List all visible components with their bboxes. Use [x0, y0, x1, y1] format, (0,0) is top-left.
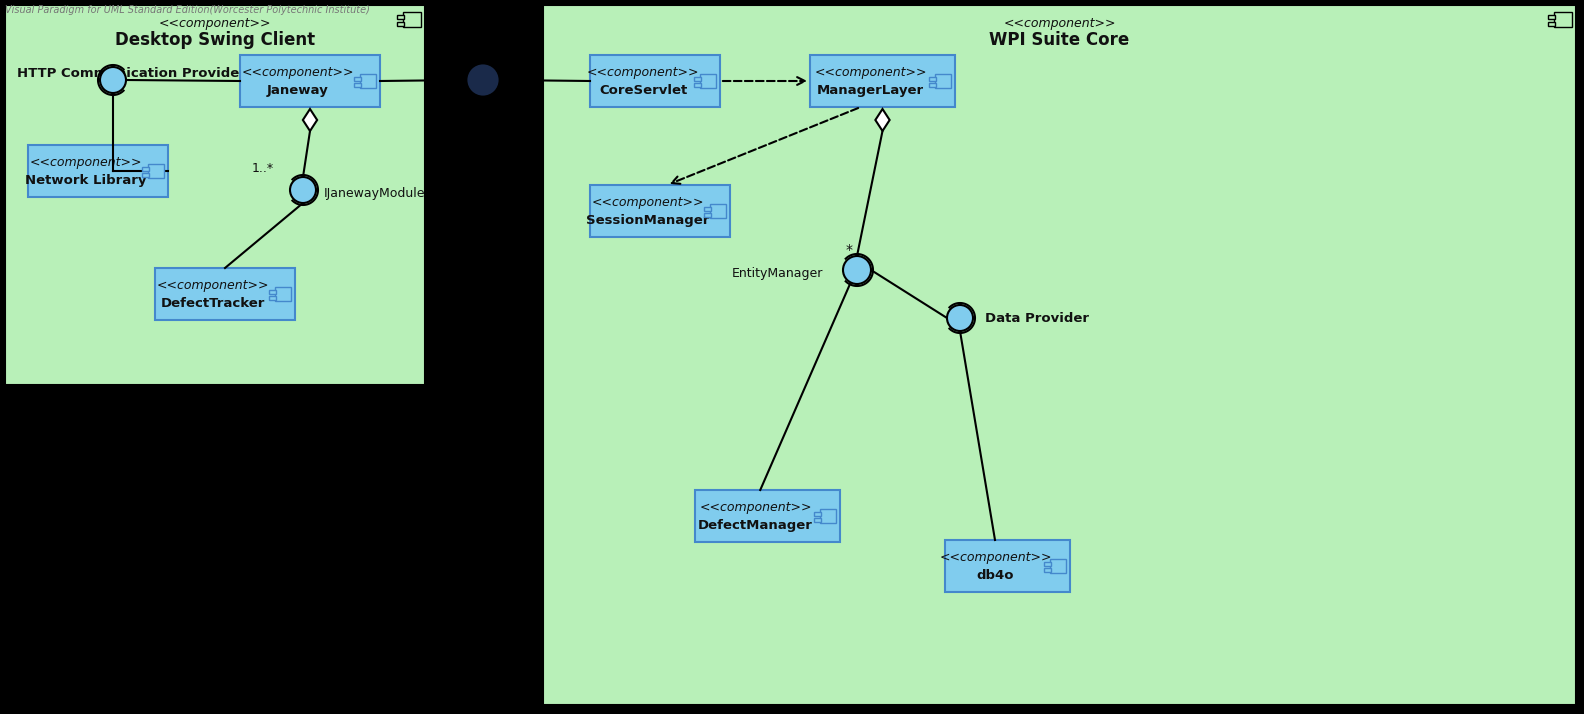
Text: *: * — [846, 243, 852, 257]
Text: <<component>>: <<component>> — [242, 66, 355, 79]
Bar — [814, 512, 821, 516]
Text: Janeway: Janeway — [268, 84, 329, 97]
Text: HTTP Communication Provider: HTTP Communication Provider — [17, 67, 246, 80]
Bar — [710, 204, 725, 218]
Text: <<component>>: <<component>> — [939, 550, 1052, 563]
Bar — [269, 296, 276, 300]
Bar — [396, 15, 404, 19]
Bar — [29, 145, 168, 197]
Bar — [1548, 15, 1555, 19]
Circle shape — [947, 305, 973, 331]
Bar — [155, 268, 295, 320]
Bar — [694, 83, 700, 87]
Circle shape — [843, 256, 871, 284]
Bar — [1554, 12, 1571, 27]
Text: <<component>>: <<component>> — [1003, 17, 1115, 30]
Bar — [705, 213, 711, 217]
Bar — [276, 287, 291, 301]
Bar — [355, 83, 361, 87]
Text: Desktop Swing Client: Desktop Swing Client — [116, 31, 315, 49]
Text: WPI Suite Core: WPI Suite Core — [990, 31, 1129, 49]
Bar — [543, 5, 1576, 705]
Text: <<component>>: <<component>> — [30, 156, 143, 169]
Bar — [396, 22, 404, 26]
Text: ManagerLayer: ManagerLayer — [817, 84, 923, 97]
Bar — [1548, 22, 1555, 26]
Bar — [946, 540, 1071, 592]
Circle shape — [466, 63, 501, 97]
Bar — [355, 76, 361, 81]
Bar — [930, 83, 936, 87]
Text: <<component>>: <<component>> — [157, 278, 269, 291]
Text: <<component>>: <<component>> — [586, 66, 699, 79]
Text: Network Library: Network Library — [25, 174, 147, 187]
Bar — [147, 164, 165, 178]
Polygon shape — [876, 109, 890, 131]
Text: DefectTracker: DefectTracker — [162, 297, 265, 310]
Bar — [589, 55, 721, 107]
Text: <<component>>: <<component>> — [814, 66, 927, 79]
Text: Visual Paradigm for UML Standard Edition(Worcester Polytechnic Institute): Visual Paradigm for UML Standard Edition… — [5, 5, 371, 15]
Bar — [809, 55, 955, 107]
Text: EntityManager: EntityManager — [732, 266, 824, 279]
Text: Data Provider: Data Provider — [985, 311, 1090, 324]
Circle shape — [290, 177, 315, 203]
Bar — [694, 76, 700, 81]
Bar — [402, 12, 421, 27]
Bar — [241, 55, 380, 107]
Bar — [589, 185, 730, 237]
Bar — [705, 206, 711, 211]
Bar — [814, 518, 821, 522]
Bar — [1044, 568, 1050, 572]
Circle shape — [100, 67, 127, 93]
Bar — [143, 166, 149, 171]
Text: IJanewayModule: IJanewayModule — [325, 186, 426, 199]
Text: DefectManager: DefectManager — [699, 519, 813, 532]
Bar — [935, 74, 950, 88]
Text: 1..*: 1..* — [252, 161, 274, 174]
Text: <<component>>: <<component>> — [699, 501, 811, 513]
Bar — [1044, 562, 1050, 565]
Bar — [360, 74, 375, 88]
Bar — [269, 290, 276, 293]
Bar — [821, 509, 836, 523]
Bar — [143, 173, 149, 177]
Bar — [1050, 559, 1066, 573]
Bar — [5, 5, 425, 385]
Bar — [695, 490, 840, 542]
Text: CoreServlet: CoreServlet — [599, 84, 687, 97]
Text: SessionManager: SessionManager — [586, 214, 710, 227]
Text: <<component>>: <<component>> — [158, 17, 271, 30]
Polygon shape — [303, 109, 317, 131]
Bar — [930, 76, 936, 81]
Text: <<component>>: <<component>> — [592, 196, 705, 208]
Text: db4o: db4o — [977, 569, 1014, 582]
Bar — [700, 74, 716, 88]
